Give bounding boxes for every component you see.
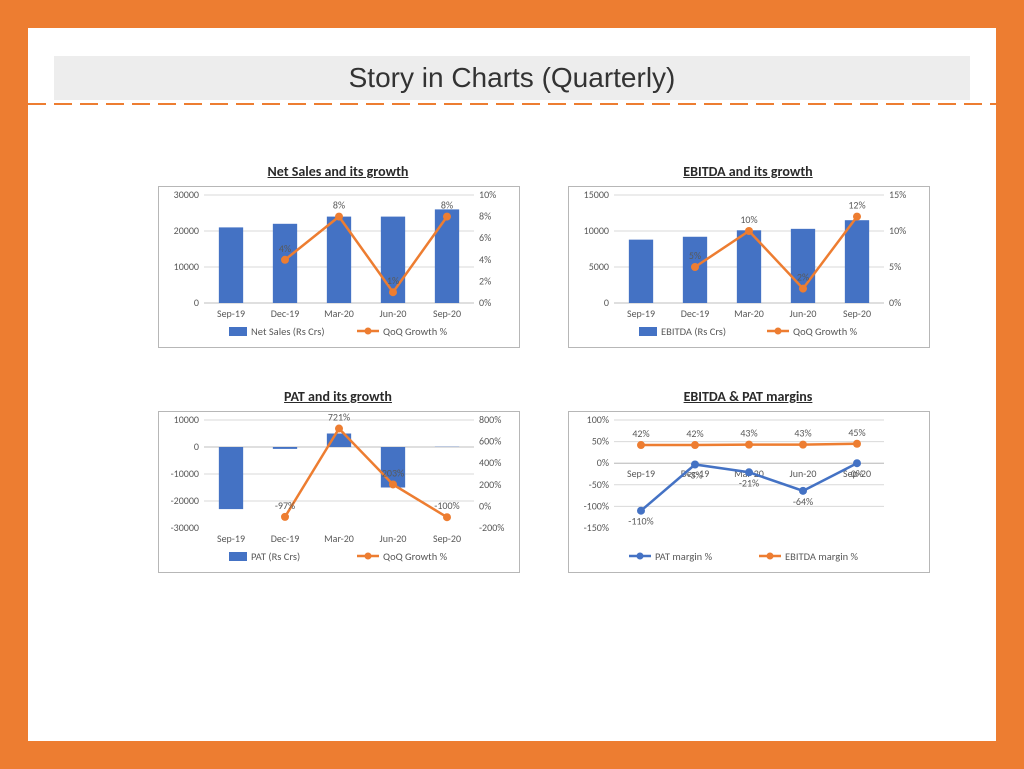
svg-text:0%: 0% xyxy=(889,296,901,309)
svg-text:0%: 0% xyxy=(479,499,491,512)
svg-text:Sep-19: Sep-19 xyxy=(217,307,245,320)
svg-text:5%: 5% xyxy=(689,249,701,262)
svg-text:2%: 2% xyxy=(479,274,491,287)
svg-text:-97%: -97% xyxy=(275,499,295,512)
svg-text:0: 0 xyxy=(194,440,199,453)
svg-text:10%: 10% xyxy=(479,188,496,201)
chart-canvas: 0 10000 20000 30000 0% 2% 4% 6% 8% 10% Sep-19 Dec-1… xyxy=(158,186,520,348)
svg-text:Mar-20: Mar-20 xyxy=(734,307,764,320)
chart-ebitda: EBITDA and its growth 0 5000 10000 15000 0% 5… xyxy=(568,163,928,348)
svg-text:EBITDA margin %: EBITDA margin % xyxy=(785,550,859,563)
svg-text:8%: 8% xyxy=(333,199,345,212)
chart-canvas: 0 5000 10000 15000 0% 5% 10% 15% Sep-19 Dec-19 Mar… xyxy=(568,186,930,348)
svg-text:QoQ Growth %: QoQ Growth % xyxy=(793,325,858,338)
svg-text:-21%: -21% xyxy=(739,476,759,489)
svg-text:-200%: -200% xyxy=(479,521,504,534)
svg-text:43%: 43% xyxy=(740,427,757,440)
chart-title: Net Sales and its growth xyxy=(158,163,518,180)
svg-text:Sep-19: Sep-19 xyxy=(627,307,655,320)
chart-title: PAT and its growth xyxy=(158,388,518,405)
svg-text:1%: 1% xyxy=(387,274,399,287)
svg-text:20000: 20000 xyxy=(174,224,199,237)
svg-text:-64%: -64% xyxy=(793,495,813,508)
svg-text:5000: 5000 xyxy=(589,260,609,273)
chart-title: EBITDA and its growth xyxy=(568,163,928,180)
svg-text:-150%: -150% xyxy=(584,521,609,534)
svg-text:Jun-20: Jun-20 xyxy=(790,307,817,320)
svg-text:Mar-20: Mar-20 xyxy=(324,532,354,545)
svg-text:-20000: -20000 xyxy=(171,494,199,507)
svg-text:203%: 203% xyxy=(382,466,404,479)
svg-text:600%: 600% xyxy=(479,435,501,448)
svg-text:400%: 400% xyxy=(479,456,501,469)
svg-text:6%: 6% xyxy=(479,231,491,244)
svg-text:10%: 10% xyxy=(740,213,757,226)
page-title: Story in Charts (Quarterly) xyxy=(54,56,970,100)
svg-text:Jun-20: Jun-20 xyxy=(790,467,817,480)
svg-text:-50%: -50% xyxy=(589,478,609,491)
svg-text:42%: 42% xyxy=(632,427,649,440)
svg-text:10000: 10000 xyxy=(584,224,609,237)
chart-canvas: -30000 -20000 -10000 0 10000 -200% 0% 200% 400% 6… xyxy=(158,411,520,573)
svg-text:Net Sales (Rs Crs): Net Sales (Rs Crs) xyxy=(251,325,325,338)
svg-text:EBITDA (Rs Crs): EBITDA (Rs Crs) xyxy=(661,325,726,338)
svg-text:10%: 10% xyxy=(889,224,906,237)
svg-text:15%: 15% xyxy=(889,188,906,201)
svg-text:30000: 30000 xyxy=(174,188,199,201)
title-divider xyxy=(28,102,996,106)
svg-text:4%: 4% xyxy=(479,253,491,266)
svg-text:Sep-20: Sep-20 xyxy=(433,532,461,545)
svg-text:Sep-19: Sep-19 xyxy=(217,532,245,545)
svg-text:QoQ Growth %: QoQ Growth % xyxy=(383,325,448,338)
svg-text:45%: 45% xyxy=(848,426,865,439)
svg-text:42%: 42% xyxy=(686,427,703,440)
chart-pat: PAT and its growth -30000 -20000 -10000 0 10… xyxy=(158,388,518,573)
svg-text:8%: 8% xyxy=(441,199,453,212)
svg-text:Jun-20: Jun-20 xyxy=(380,307,407,320)
svg-text:0: 0 xyxy=(604,296,609,309)
svg-text:4%: 4% xyxy=(279,242,291,255)
svg-text:PAT (Rs Crs): PAT (Rs Crs) xyxy=(251,550,300,563)
svg-text:10000: 10000 xyxy=(174,413,199,426)
svg-text:Dec-19: Dec-19 xyxy=(681,307,710,320)
svg-text:-110%: -110% xyxy=(628,515,653,528)
svg-text:8%: 8% xyxy=(479,210,491,223)
svg-text:200%: 200% xyxy=(479,478,501,491)
svg-text:Mar-20: Mar-20 xyxy=(324,307,354,320)
svg-text:Sep-20: Sep-20 xyxy=(433,307,461,320)
svg-text:43%: 43% xyxy=(794,427,811,440)
slide-frame: Story in Charts (Quarterly) Net Sales an… xyxy=(0,0,1024,769)
chart-canvas: -150%-100%-50%0%50%100%Sep-19Dec-19Mar-2… xyxy=(568,411,930,573)
svg-text:0%: 0% xyxy=(597,456,609,469)
chart-title: EBITDA & PAT margins xyxy=(568,388,928,405)
svg-text:Dec-19: Dec-19 xyxy=(271,307,300,320)
chart-net-sales: Net Sales and its growth 0 10000 20000 3000… xyxy=(158,163,518,348)
svg-text:QoQ Growth %: QoQ Growth % xyxy=(383,550,448,563)
svg-text:-30000: -30000 xyxy=(171,521,199,534)
svg-text:Sep-20: Sep-20 xyxy=(843,307,871,320)
svg-text:-3%: -3% xyxy=(687,468,702,481)
svg-text:15000: 15000 xyxy=(584,188,609,201)
svg-text:-100%: -100% xyxy=(584,499,609,512)
svg-text:Sep-19: Sep-19 xyxy=(627,467,655,480)
svg-text:5%: 5% xyxy=(889,260,901,273)
svg-text:12%: 12% xyxy=(848,199,865,212)
svg-text:50%: 50% xyxy=(592,435,609,448)
svg-text:100%: 100% xyxy=(587,413,609,426)
svg-text:-10000: -10000 xyxy=(171,467,199,480)
svg-text:721%: 721% xyxy=(328,412,350,424)
svg-text:0%: 0% xyxy=(851,467,863,480)
svg-text:2%: 2% xyxy=(797,271,809,284)
svg-text:800%: 800% xyxy=(479,413,501,426)
svg-text:Jun-20: Jun-20 xyxy=(380,532,407,545)
svg-text:10000: 10000 xyxy=(174,260,199,273)
svg-text:0%: 0% xyxy=(479,296,491,309)
title-bar: Story in Charts (Quarterly) xyxy=(54,56,970,100)
chart-margins: EBITDA & PAT margins -150% -100% -50% 0% 50%… xyxy=(568,388,928,573)
chart-grid: Net Sales and its growth 0 10000 20000 3000… xyxy=(158,163,928,573)
svg-text:-100%: -100% xyxy=(434,499,459,512)
svg-text:PAT margin %: PAT margin % xyxy=(655,550,713,563)
svg-text:Dec-19: Dec-19 xyxy=(271,532,300,545)
svg-text:0: 0 xyxy=(194,296,199,309)
